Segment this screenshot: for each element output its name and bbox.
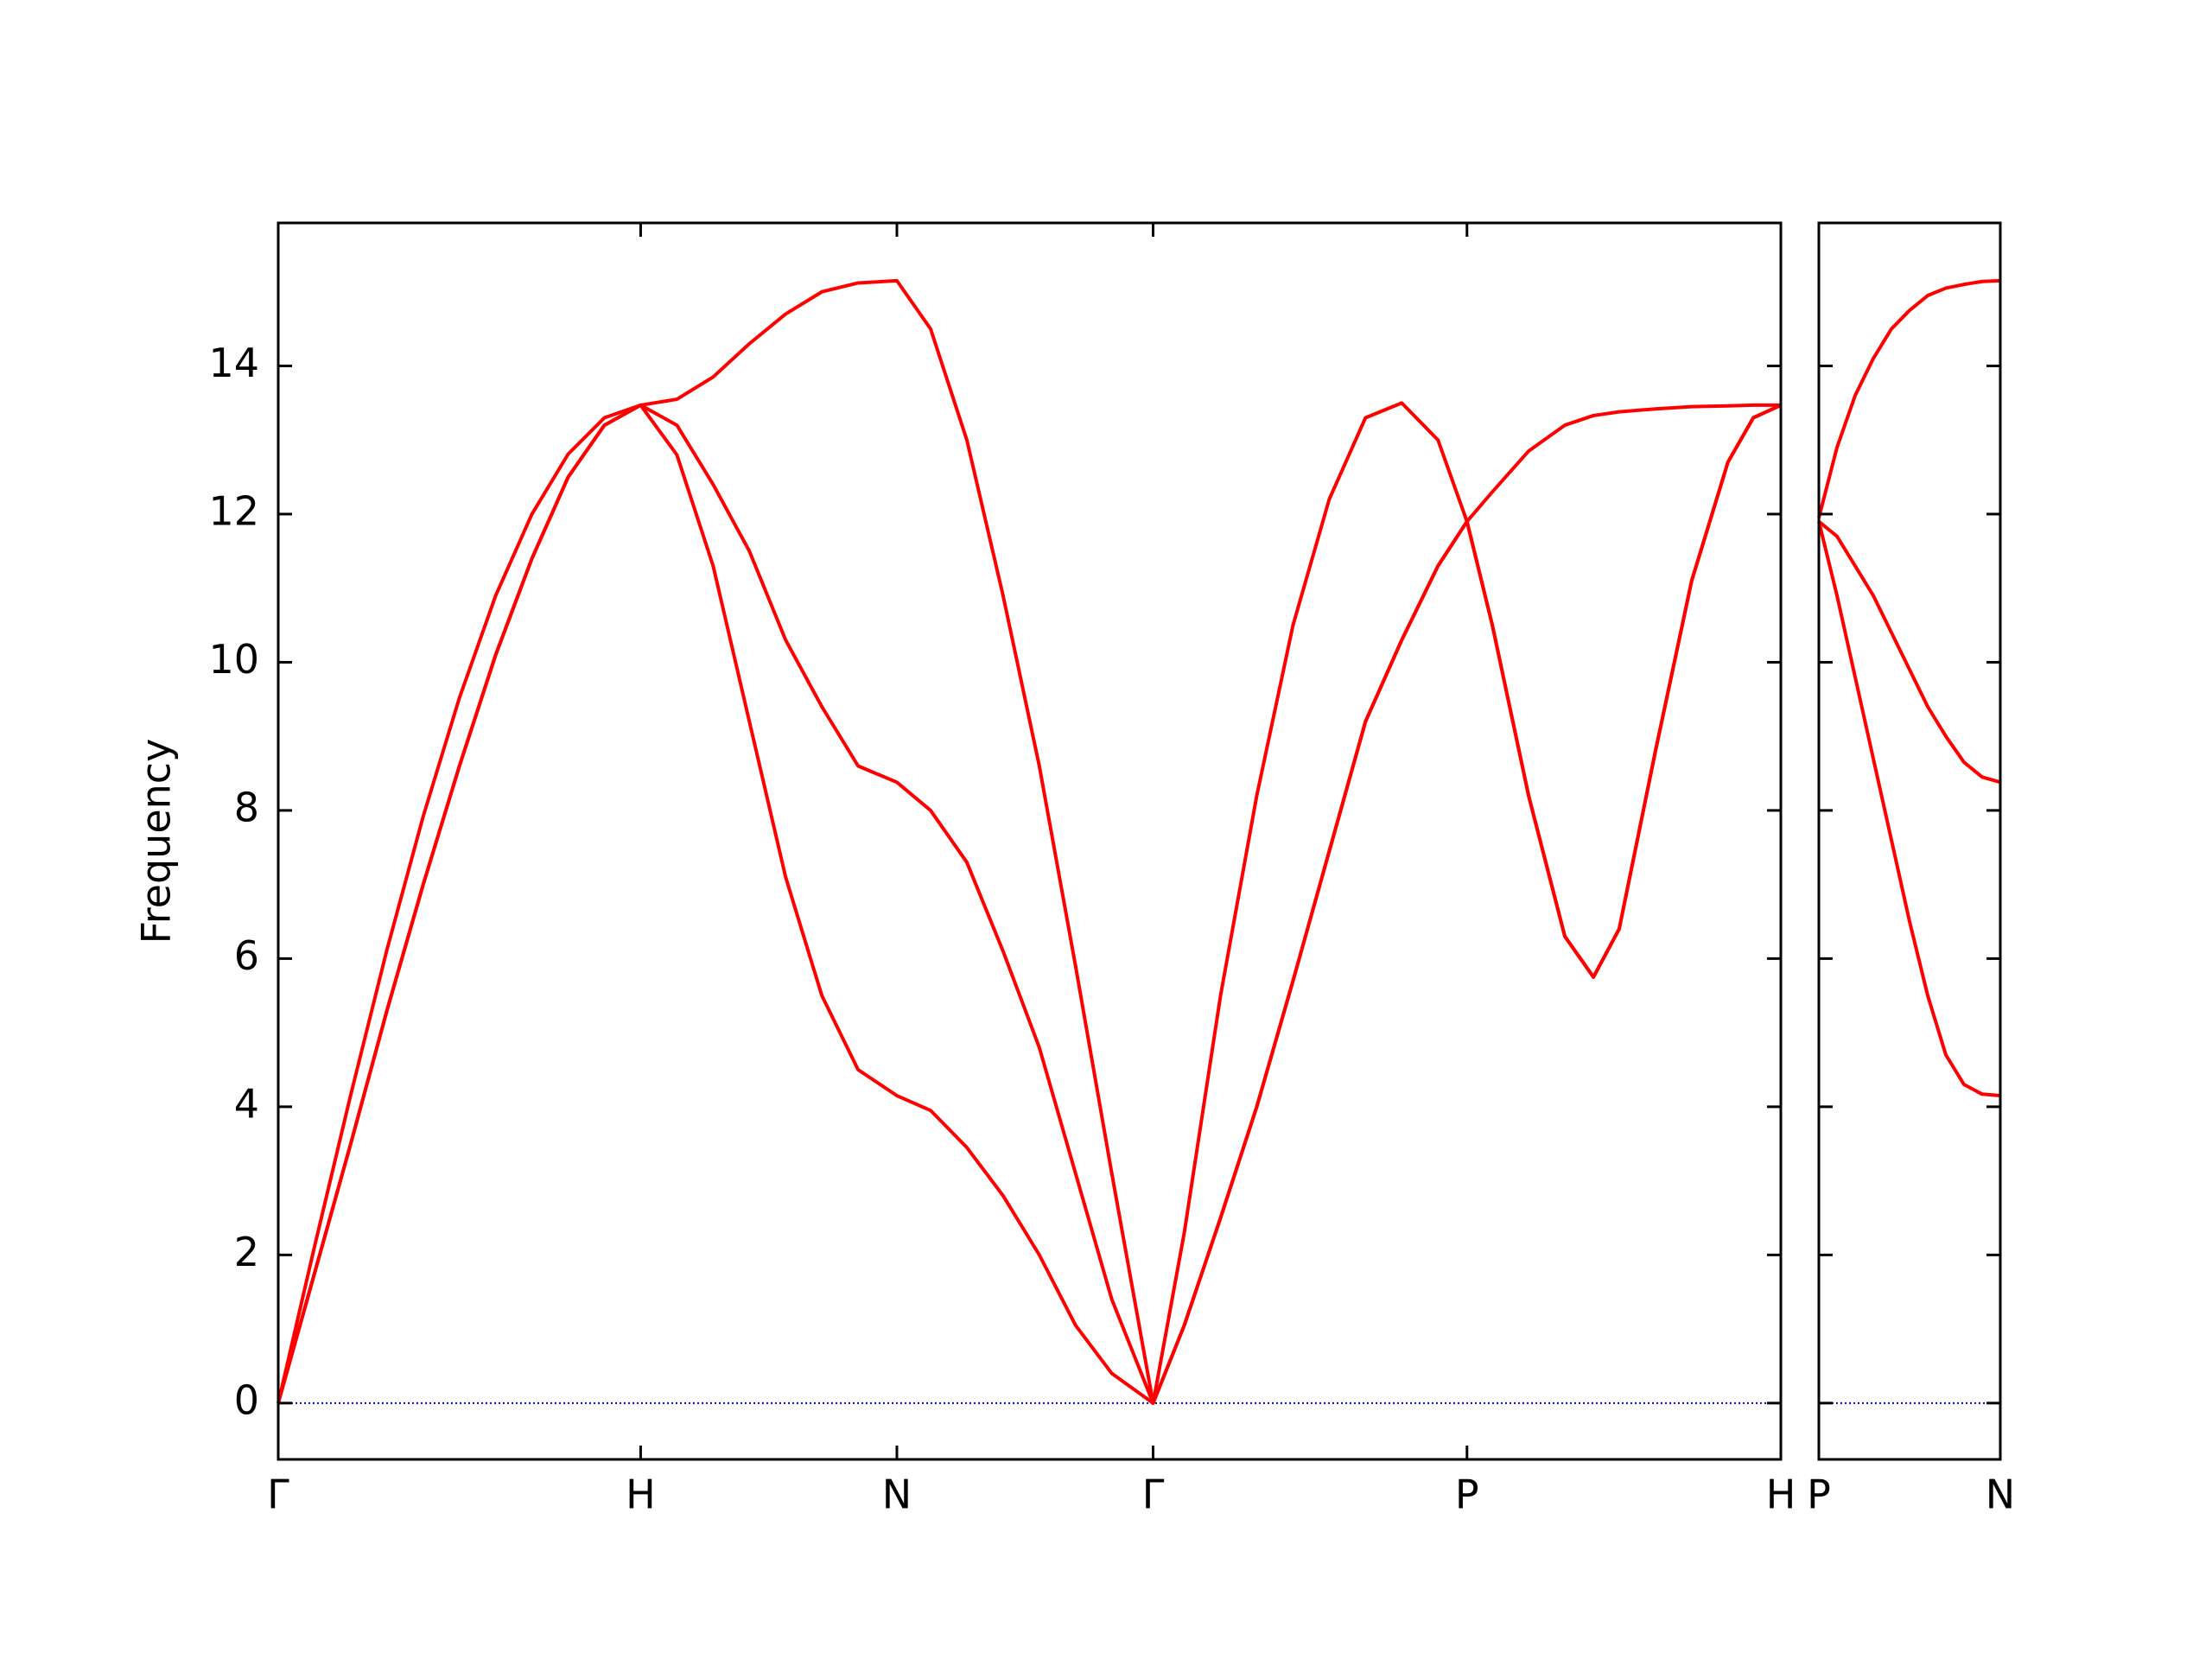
x-tick-label: Γ	[267, 1471, 289, 1518]
y-tick-label: 6	[234, 932, 259, 979]
y-tick-label: 0	[234, 1376, 259, 1423]
y-tick-label: 8	[234, 784, 259, 830]
x-tick-label: H	[1766, 1471, 1796, 1518]
x-tick-label: N	[1986, 1471, 2015, 1518]
y-tick-label: 14	[208, 340, 259, 386]
x-tick-label: N	[882, 1471, 912, 1518]
y-tick-label: 2	[234, 1229, 259, 1275]
band-line	[1817, 521, 2001, 1098]
y-tick-label: 10	[208, 636, 259, 683]
x-tick-label: P	[1807, 1471, 1831, 1518]
band-line	[276, 278, 1781, 1405]
y-axis-label: Frequency	[133, 739, 180, 944]
y-tick-label: 12	[208, 487, 259, 534]
y-tick-label: 4	[234, 1080, 259, 1127]
band-line	[276, 403, 1782, 1405]
x-tick-label: H	[626, 1471, 656, 1518]
x-tick-label: P	[1455, 1471, 1479, 1518]
band-line	[1817, 278, 2001, 518]
axes-frame	[276, 221, 1783, 1461]
axes-frame	[1817, 221, 2002, 1461]
x-tick-label: Γ	[1142, 1471, 1165, 1518]
band-line	[1817, 519, 2001, 785]
